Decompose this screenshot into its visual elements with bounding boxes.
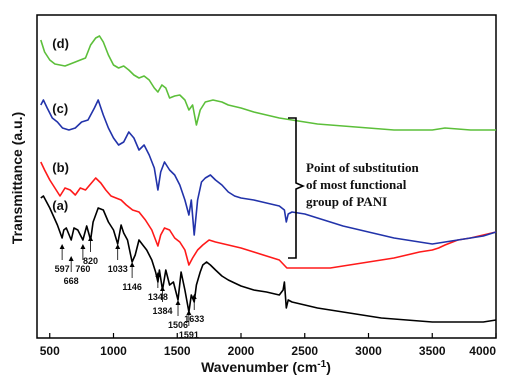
curve-label-3: (c) xyxy=(52,101,68,116)
annotation-line-2: of most functional xyxy=(306,177,407,192)
x-tick-label-2500: 2500 xyxy=(291,344,318,358)
annotation-line-3: group of PANI xyxy=(306,194,387,209)
peak-label-1591: 1591 xyxy=(179,330,199,340)
peak-arrowhead-597 xyxy=(59,244,65,249)
series-line-2 xyxy=(40,161,497,269)
peak-arrowhead-1348 xyxy=(155,272,161,277)
series-layer xyxy=(40,35,497,323)
x-tick-label-3000: 3000 xyxy=(355,344,382,358)
peak-arrowhead-820 xyxy=(88,236,94,241)
curve-label-layer: (a) (b) (c) (d) xyxy=(52,36,69,213)
peak-arrowhead-1146 xyxy=(129,262,135,267)
plot-frame xyxy=(36,14,497,339)
series-line-3 xyxy=(40,99,497,245)
x-tick-label-3500: 3500 xyxy=(419,344,446,358)
curve-label-2: (b) xyxy=(52,160,69,175)
x-axis-label-close: ) xyxy=(326,359,331,375)
peak-label-1348: 1348 xyxy=(148,292,168,302)
annotation-line-1: Point of substitution xyxy=(306,160,419,175)
peak-arrowhead-760 xyxy=(80,244,86,249)
curve-label-1: (a) xyxy=(52,198,68,213)
peak-label-1506: 1506 xyxy=(168,320,188,330)
peak-label-668: 668 xyxy=(64,276,79,286)
peak-arrowhead-1384 xyxy=(159,286,165,291)
x-tick-layer: 500 1000 1500 2000 2500 3000 3500 4000 xyxy=(40,333,497,358)
peak-arrowhead-1506 xyxy=(175,300,181,305)
peak-arrowhead-1591 xyxy=(186,310,192,315)
peak-arrowhead-1633 xyxy=(191,294,197,299)
series-line-1 xyxy=(40,195,497,323)
annotation-layer: Point of substitution of most functional g… xyxy=(288,117,419,259)
peak-label-1146: 1146 xyxy=(122,282,142,292)
x-axis-label-superscript: -1 xyxy=(317,359,326,370)
peak-label-1633: 1633 xyxy=(184,314,204,324)
x-tick-label-1000: 1000 xyxy=(100,344,127,358)
peak-label-1033: 1033 xyxy=(108,264,128,274)
peak-label-820: 820 xyxy=(83,256,98,266)
x-axis-label-main: Wavenumber (cm xyxy=(201,359,317,375)
curve-label-4: (d) xyxy=(52,36,69,51)
peak-arrowhead-1033 xyxy=(115,244,121,249)
peak-label-597: 597 xyxy=(55,264,70,274)
x-tick-label-1500: 1500 xyxy=(164,344,191,358)
peak-label-760: 760 xyxy=(75,264,90,274)
x-tick-label-500: 500 xyxy=(40,344,60,358)
peak-label-1384: 1384 xyxy=(152,306,172,316)
x-axis-label: Wavenumber (cm-1) xyxy=(201,359,331,375)
y-axis-label: Transmittance (a.u.) xyxy=(9,112,25,244)
x-tick-label-2000: 2000 xyxy=(228,344,255,358)
x-tick-label-4000: 4000 xyxy=(469,344,496,358)
series-line-4 xyxy=(40,35,496,131)
annotation-bracket xyxy=(288,117,306,259)
peak-arrowhead-668 xyxy=(68,256,74,261)
